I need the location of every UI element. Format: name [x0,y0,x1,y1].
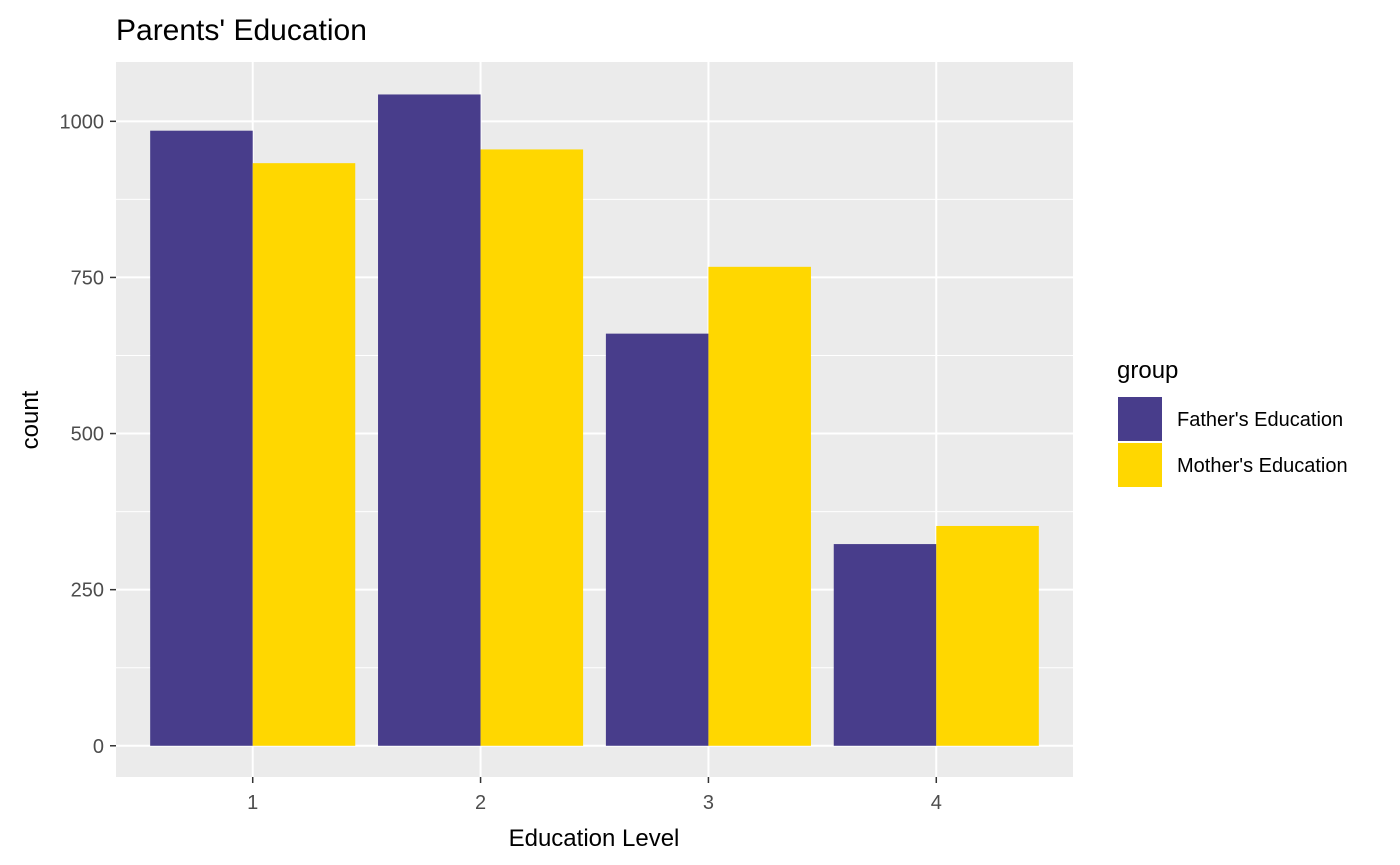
bars [150,94,1039,746]
bar-mother-1 [252,163,356,746]
x-tick-label: 1 [247,792,258,814]
y-axis-title: count [17,390,44,449]
bar-mother-4 [936,525,1039,746]
legend-key-father [1116,395,1164,443]
bar-mother-3 [708,266,811,746]
y-tick-label: 750 [71,267,104,289]
bar-father-4 [833,544,937,746]
legend: group Father's Education Mother's Educati… [1116,357,1348,489]
legend-label-mother: Mother's Education [1177,455,1348,477]
chart-title: Parents' Education [116,14,367,47]
bar-mother-2 [480,149,584,746]
bar-father-3 [605,333,709,746]
y-tick-label: 250 [71,580,104,602]
x-tick-label: 4 [931,792,942,814]
bar-father-1 [150,130,253,746]
legend-label-father: Father's Education [1177,409,1343,431]
x-axis: 1 2 3 4 [247,777,942,814]
y-tick-label: 500 [71,424,104,446]
legend-title: group [1117,357,1178,384]
y-tick-label: 1000 [60,111,105,133]
bar-father-2 [378,94,481,746]
x-tick-label: 3 [703,792,714,814]
x-axis-title: Education Level [509,825,680,852]
x-tick-label: 2 [475,792,486,814]
y-axis: 0 250 500 750 1000 [60,111,116,758]
legend-key-mother [1116,441,1164,489]
y-tick-label: 0 [93,736,104,758]
